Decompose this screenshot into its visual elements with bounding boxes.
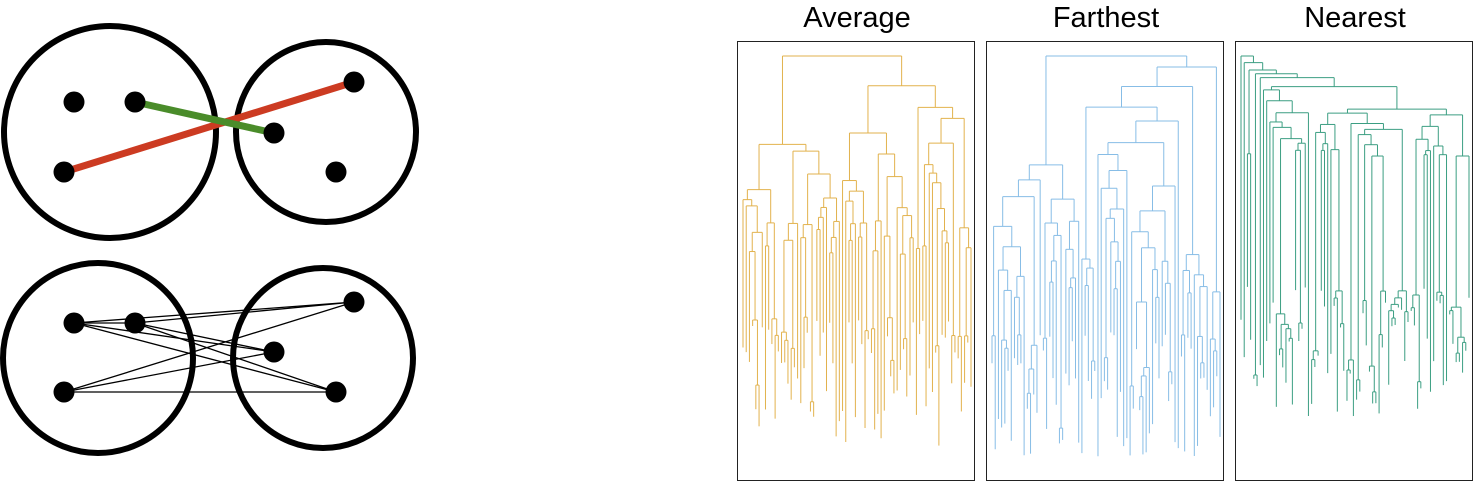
- dendrogram-average-tree: [742, 55, 972, 446]
- point: [343, 291, 365, 313]
- dendrogram-title-farthest: Farthest: [1052, 2, 1160, 34]
- point: [325, 161, 347, 183]
- linkage-illustration: [0, 23, 419, 456]
- cluster-b-outline: [230, 265, 416, 451]
- point: [53, 381, 75, 403]
- nearest-link: [134, 98, 275, 137]
- dendrogram-farthest-tree: [991, 55, 1221, 457]
- dendrogram-links: [742, 55, 972, 446]
- dendrogram-title-average: Average: [803, 2, 911, 34]
- point: [263, 122, 285, 144]
- all-pair-links: [63, 301, 355, 393]
- point: [63, 312, 85, 334]
- dendrogram-nearest: [1235, 41, 1473, 481]
- bottom-clusters: [0, 260, 416, 456]
- dendrogram-links: [1240, 55, 1470, 417]
- point: [325, 381, 347, 403]
- point: [53, 161, 75, 183]
- top-clusters: [1, 23, 419, 241]
- dendrogram-links: [991, 55, 1221, 457]
- dendrogram-average: [737, 41, 975, 481]
- dendrogram-title-nearest: Nearest: [1304, 2, 1406, 34]
- point: [124, 91, 146, 113]
- point: [263, 341, 285, 363]
- point: [343, 71, 365, 93]
- point: [63, 91, 85, 113]
- point: [124, 312, 146, 334]
- cluster-b-outline: [233, 39, 419, 225]
- farthest-link: [62, 78, 356, 176]
- cluster-a-outline: [0, 260, 196, 456]
- dendrogram-nearest-tree: [1240, 55, 1470, 417]
- dendrogram-farthest: [986, 41, 1224, 481]
- cluster-a-outline: [1, 23, 219, 241]
